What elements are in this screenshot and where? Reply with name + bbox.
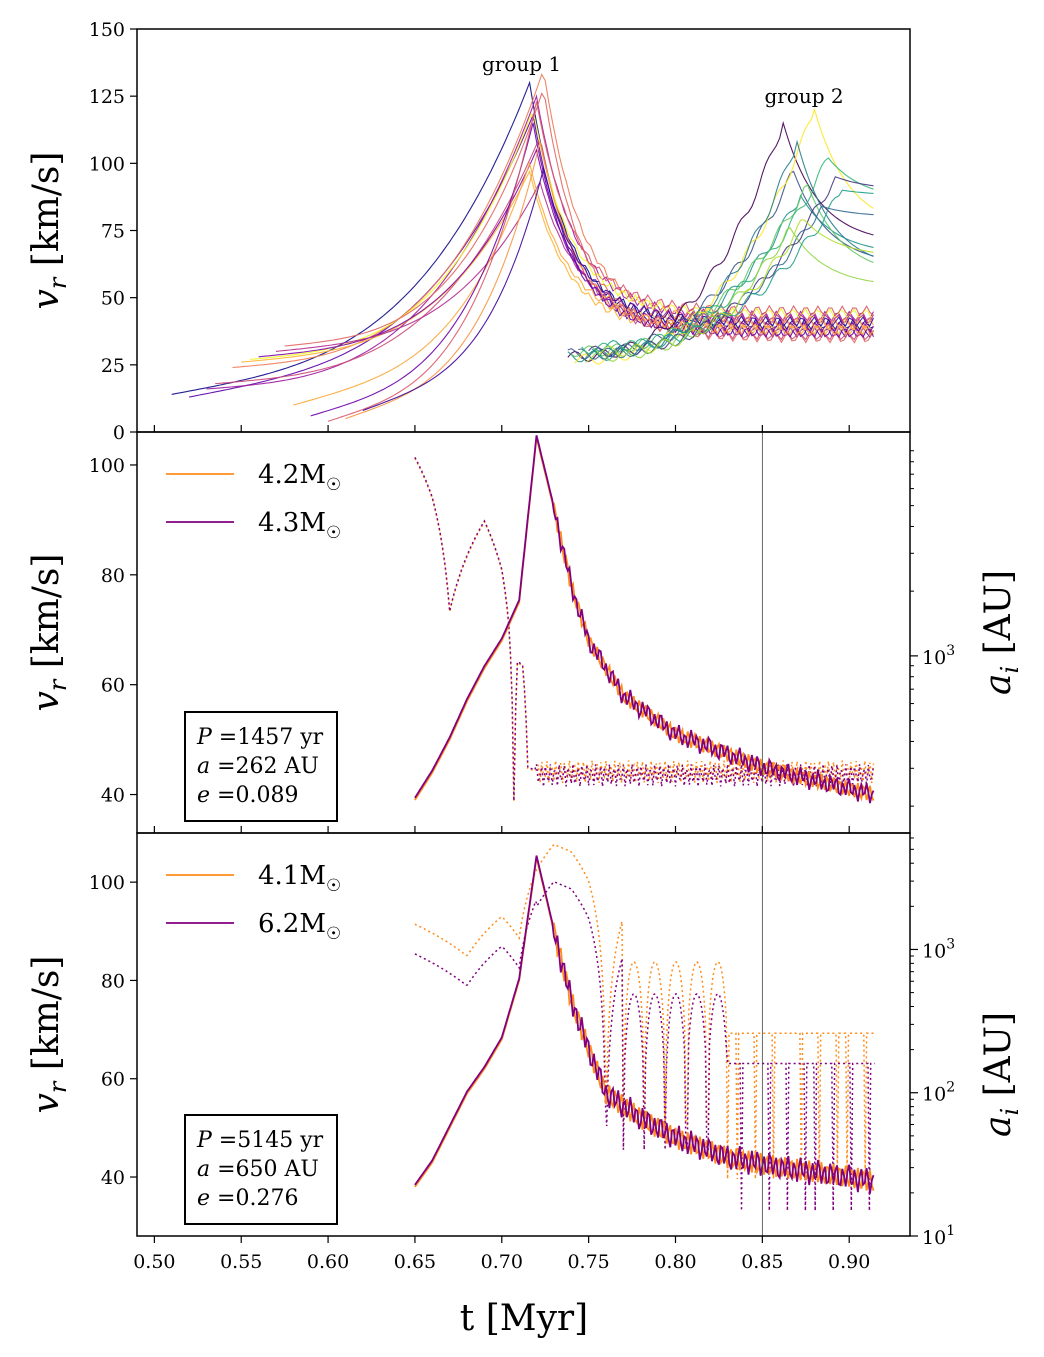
y-tick-label: 100 bbox=[89, 455, 125, 477]
group1-track bbox=[275, 180, 874, 352]
group1-track bbox=[293, 161, 874, 406]
y-axis-title: vr [km/s] bbox=[26, 152, 72, 310]
group1-track bbox=[345, 141, 874, 420]
info-line-P: P =5145 yr bbox=[196, 1128, 324, 1153]
group1-track bbox=[327, 101, 874, 422]
y-tick-label: 40 bbox=[101, 1167, 125, 1189]
x-tick-label: 0.90 bbox=[828, 1251, 870, 1273]
info-line-e: e =0.089 bbox=[197, 783, 298, 808]
a-curve-series1 bbox=[414, 457, 875, 802]
y-tick-label: 50 bbox=[101, 288, 125, 310]
y-tick-label: 80 bbox=[101, 970, 125, 992]
legend-label: 4.3M☉ bbox=[258, 508, 341, 543]
annotation-label: group 1 bbox=[482, 52, 561, 76]
info-line-a: a =650 AU bbox=[197, 1157, 319, 1182]
y-tick-label: 125 bbox=[89, 86, 125, 108]
y-tick-label: 60 bbox=[101, 675, 125, 697]
info-box bbox=[184, 1114, 338, 1225]
group1-track bbox=[241, 169, 874, 363]
y-tick-label: 100 bbox=[89, 872, 125, 894]
x-tick-label: 0.85 bbox=[741, 1251, 783, 1273]
x-tick-label: 0.75 bbox=[567, 1251, 609, 1273]
group2-track bbox=[581, 157, 874, 355]
panel-bottom: 40 60 80 100 101 102 103 0.50 0.55 0.60 0.65 0.70 0.… bbox=[89, 832, 955, 1273]
y-tick-label: 150 bbox=[89, 19, 125, 41]
panel-frame bbox=[136, 832, 911, 1237]
x-tick-label: 0.65 bbox=[394, 1251, 436, 1273]
panel-top: group 1 group 2 0 25 50 75 100 125 150 bbox=[89, 19, 911, 444]
v-curve-series2 bbox=[414, 855, 875, 1194]
v-curve-series1 bbox=[414, 437, 875, 802]
x-tick-label: 0.50 bbox=[133, 1251, 175, 1273]
legend-label: 6.2M☉ bbox=[258, 909, 341, 944]
info-line-P: P =1457 yr bbox=[196, 725, 324, 750]
y-axis-title: vr [km/s] bbox=[26, 956, 72, 1114]
legend-label: 4.2M☉ bbox=[258, 460, 341, 495]
x-tick-label: 0.55 bbox=[220, 1251, 262, 1273]
y2-tick-label: 101 bbox=[922, 1223, 955, 1249]
panel-middle: 40 60 80 100 103 4.2M☉ 4.3M☉ P =1457 yr a =262 A… bbox=[89, 431, 955, 834]
y-tick-label: 60 bbox=[101, 1069, 125, 1091]
group2-track bbox=[588, 176, 874, 357]
y-tick-label: 0 bbox=[113, 422, 125, 444]
group2-track bbox=[595, 189, 874, 352]
group2-track bbox=[591, 139, 874, 360]
legend-label: 4.1M☉ bbox=[258, 861, 341, 896]
y2-axis-title: ai [AU] bbox=[978, 570, 1024, 695]
x-axis-title: t [Myr] bbox=[460, 1298, 588, 1339]
group1-track bbox=[362, 166, 874, 412]
v-curve-series2 bbox=[414, 435, 875, 804]
y2-tick-label: 103 bbox=[922, 643, 955, 669]
y2-axis-title: ai [AU] bbox=[978, 1012, 1024, 1137]
y-tick-label: 80 bbox=[101, 565, 125, 587]
y-tick-label: 40 bbox=[101, 785, 125, 807]
x-tick-label: 0.70 bbox=[481, 1251, 523, 1273]
info-box bbox=[184, 711, 338, 822]
y-tick-label: 75 bbox=[101, 221, 125, 243]
info-line-e: e =0.276 bbox=[197, 1186, 298, 1211]
a-curve-series2 bbox=[414, 457, 875, 801]
group2-track bbox=[598, 219, 874, 357]
y-tick-label: 25 bbox=[101, 355, 125, 377]
x-tick-label: 0.60 bbox=[307, 1251, 349, 1273]
y2-tick-label: 102 bbox=[922, 1080, 955, 1106]
annotation-label: group 2 bbox=[764, 84, 843, 108]
group1-track bbox=[284, 92, 873, 347]
x-tick-label: 0.80 bbox=[654, 1251, 696, 1273]
group1-track bbox=[310, 122, 874, 417]
info-line-a: a =262 AU bbox=[197, 754, 319, 779]
y-axis-title: vr [km/s] bbox=[26, 554, 72, 712]
group1-track bbox=[258, 148, 874, 358]
y-tick-label: 100 bbox=[89, 153, 125, 175]
y2-tick-label: 103 bbox=[922, 936, 955, 962]
